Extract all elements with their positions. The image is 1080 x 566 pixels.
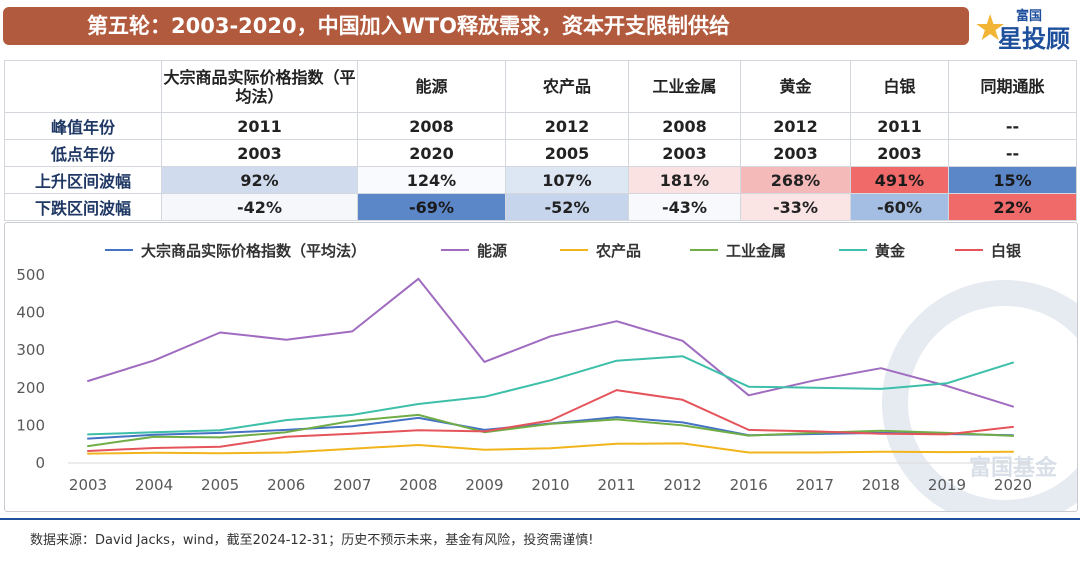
logo-small-text: 富国 bbox=[1016, 9, 1043, 24]
x-tick-label: 2006 bbox=[267, 476, 305, 494]
table-row: 峰值年份 2011 2008 2012 2008 2012 2011 -- bbox=[4, 112, 1077, 140]
heat-cell: -69% bbox=[357, 193, 506, 221]
watermark-ring bbox=[882, 280, 1077, 511]
star-icon: ★ bbox=[974, 8, 1007, 49]
table-cell: -- bbox=[948, 112, 1077, 140]
x-tick-label: 2008 bbox=[399, 476, 437, 494]
col-header: 农产品 bbox=[505, 60, 629, 113]
x-tick-label: 2004 bbox=[135, 476, 173, 494]
table-cell: 2008 bbox=[357, 112, 506, 140]
legend-label: 大宗商品实际价格指数（平均法） bbox=[141, 242, 366, 260]
table-row: 下跌区间波幅 -42% -69% -52% -43% -33% -60% 22% bbox=[4, 193, 1077, 221]
table-cell: 2003 bbox=[740, 139, 851, 167]
col-header: 工业金属 bbox=[628, 60, 741, 113]
table-cell: 2011 bbox=[161, 112, 358, 140]
series-line bbox=[87, 355, 1014, 436]
y-tick-label: 0 bbox=[35, 454, 45, 472]
x-tick-label: 2009 bbox=[465, 476, 503, 494]
table-cell: 2012 bbox=[505, 112, 629, 140]
y-tick-label: 100 bbox=[16, 416, 45, 434]
y-tick-label: 400 bbox=[16, 304, 45, 322]
table-cell: 2012 bbox=[740, 112, 851, 140]
data-source-note: 数据来源：David Jacks，wind，截至2024-12-31；历史不预示… bbox=[30, 533, 594, 548]
title-bar: 第五轮：2003-2020，中国加入WTO释放需求，资本开支限制供给 bbox=[3, 7, 969, 45]
line-chart: 富国基金 0 100 200 300 400 500 2003 2004 2005 2006 2007… bbox=[4, 222, 1078, 512]
table-cell: 2011 bbox=[850, 112, 949, 140]
row-label: 下跌区间波幅 bbox=[4, 193, 162, 221]
heat-cell: -33% bbox=[740, 193, 851, 221]
heat-cell: 124% bbox=[357, 166, 506, 194]
heat-cell: 107% bbox=[505, 166, 629, 194]
series-line bbox=[87, 389, 1014, 452]
x-tick-label: 2012 bbox=[664, 476, 702, 494]
x-tick-label: 2011 bbox=[597, 476, 635, 494]
x-tick-label: 2018 bbox=[862, 476, 900, 494]
stats-table: 大宗商品实际价格指数（平均法） 能源 农产品 工业金属 黄金 白银 同期通胀 峰… bbox=[4, 60, 1077, 221]
series-line bbox=[87, 413, 1014, 448]
heat-cell: 15% bbox=[948, 166, 1077, 194]
table-cell: 2020 bbox=[357, 139, 506, 167]
legend-label: 黄金 bbox=[875, 242, 906, 260]
table-cell: -- bbox=[948, 139, 1077, 167]
heat-cell: -42% bbox=[161, 193, 358, 221]
footer-divider bbox=[0, 518, 1080, 520]
heat-cell: -60% bbox=[850, 193, 949, 221]
row-label: 低点年份 bbox=[4, 139, 162, 167]
heat-cell: 92% bbox=[161, 166, 358, 194]
heat-cell: -43% bbox=[628, 193, 741, 221]
table-cell: 2003 bbox=[850, 139, 949, 167]
x-tick-label: 2003 bbox=[69, 476, 107, 494]
logo-big-text: 星投顾 bbox=[998, 25, 1070, 53]
brand-logo: ★ 富国 星投顾 bbox=[974, 3, 1074, 55]
x-tick-label: 2016 bbox=[730, 476, 768, 494]
heat-cell: 22% bbox=[948, 193, 1077, 221]
series-line bbox=[87, 277, 1014, 408]
y-tick-label: 200 bbox=[16, 379, 45, 397]
x-tick-label: 2007 bbox=[333, 476, 371, 494]
row-label: 峰值年份 bbox=[4, 112, 162, 140]
x-tick-label: 2020 bbox=[994, 476, 1032, 494]
table-cell: 2003 bbox=[161, 139, 358, 167]
x-tick-label: 2019 bbox=[928, 476, 966, 494]
table-cell: 2003 bbox=[628, 139, 741, 167]
legend-label: 农产品 bbox=[595, 242, 641, 260]
table-header-row: 大宗商品实际价格指数（平均法） 能源 农产品 工业金属 黄金 白银 同期通胀 bbox=[4, 60, 1077, 113]
heat-cell: 491% bbox=[850, 166, 949, 194]
table-cell: 2005 bbox=[505, 139, 629, 167]
heat-cell: -52% bbox=[505, 193, 629, 221]
legend-label: 白银 bbox=[991, 242, 1022, 260]
row-label: 上升区间波幅 bbox=[4, 166, 162, 194]
col-header: 白银 bbox=[850, 60, 949, 113]
heat-cell: 181% bbox=[628, 166, 741, 194]
col-header: 大宗商品实际价格指数（平均法） bbox=[161, 60, 358, 113]
x-tick-label: 2010 bbox=[531, 476, 569, 494]
y-tick-label: 300 bbox=[16, 341, 45, 359]
series-line bbox=[87, 442, 1014, 455]
table-row: 低点年份 2003 2020 2005 2003 2003 2003 -- bbox=[4, 139, 1077, 167]
y-tick-label: 500 bbox=[16, 266, 45, 284]
line-chart-svg: 富国基金 0 100 200 300 400 500 2003 2004 2005 2006 2007… bbox=[16, 242, 1077, 511]
page-title: 第五轮：2003-2020，中国加入WTO释放需求，资本开支限制供给 bbox=[87, 14, 730, 38]
col-header: 黄金 bbox=[740, 60, 851, 113]
table-cell: 2008 bbox=[628, 112, 741, 140]
col-header: 同期通胀 bbox=[948, 60, 1077, 113]
heat-cell: 268% bbox=[740, 166, 851, 194]
x-tick-label: 2017 bbox=[796, 476, 834, 494]
corner-cell bbox=[4, 60, 162, 113]
legend-label: 能源 bbox=[477, 242, 507, 260]
watermark-text: 富国基金 bbox=[969, 455, 1058, 481]
legend-label: 工业金属 bbox=[726, 242, 786, 260]
x-tick-label: 2005 bbox=[201, 476, 239, 494]
col-header: 能源 bbox=[357, 60, 506, 113]
table-row: 上升区间波幅 92% 124% 107% 181% 268% 491% 15% bbox=[4, 166, 1077, 194]
